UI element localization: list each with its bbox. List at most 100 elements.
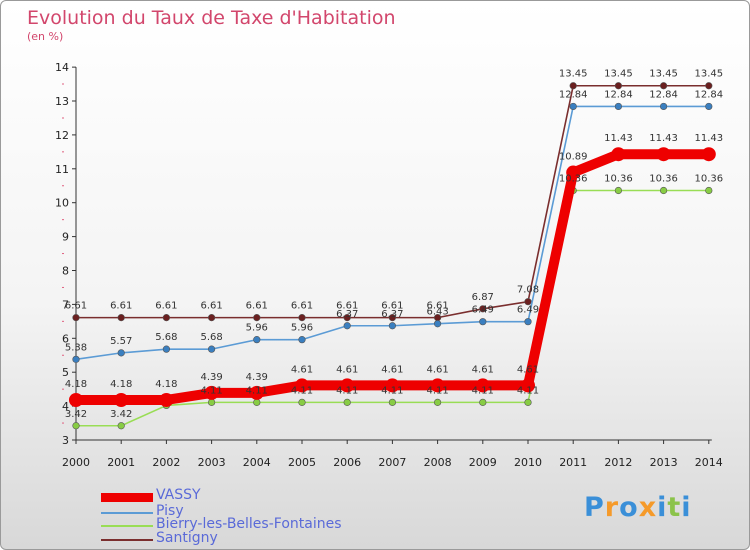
data-label: 13.45 (559, 69, 588, 80)
data-point (249, 385, 264, 400)
x-tick-label: 2007 (378, 456, 406, 469)
data-label: 4.11 (472, 385, 494, 396)
data-point (479, 305, 487, 313)
data-point (388, 398, 397, 406)
data-label: 6.61 (65, 301, 87, 312)
x-tick-label: 2004 (243, 456, 271, 469)
legend-label-vassy: VASSY (156, 487, 201, 503)
legend-swatch-vassy (101, 493, 153, 502)
chart-unit-label: (en %) (27, 30, 64, 43)
logo-letter: i (657, 492, 668, 523)
data-label: 3.42 (65, 409, 87, 420)
x-tick-label: 2008 (424, 456, 452, 469)
y-tick-label: 3 (62, 434, 69, 447)
data-point (569, 102, 577, 111)
x-tick-label: 2013 (650, 456, 678, 469)
data-label: 4.18 (65, 379, 87, 390)
data-label: 6.49 (472, 305, 494, 316)
series-line-pisy (75, 105, 709, 361)
data-label: 12.84 (559, 89, 588, 100)
data-label: 4.11 (426, 385, 448, 396)
y-tick-label: 12 (55, 129, 69, 142)
data-point (434, 320, 442, 328)
data-label: 4.61 (426, 364, 448, 375)
x-tick-label: 2001 (107, 456, 135, 469)
data-label: 10.36 (559, 173, 588, 184)
logo-letter: x (638, 492, 658, 523)
y-tick-label: 11 (55, 163, 69, 176)
data-point (298, 336, 306, 344)
data-point (614, 102, 623, 111)
data-point (117, 422, 125, 430)
data-label: 6.61 (291, 301, 313, 312)
data-label: 10.36 (649, 173, 678, 184)
x-tick-label: 2002 (152, 456, 180, 469)
data-point (295, 378, 309, 393)
data-label: 4.11 (246, 385, 268, 396)
data-point (566, 165, 581, 180)
data-label: 4.11 (291, 385, 313, 396)
data-label: 5.68 (155, 332, 177, 343)
data-point (208, 345, 216, 353)
data-point (388, 314, 397, 322)
data-point (659, 82, 668, 90)
y-tick-label: 14 (55, 61, 69, 74)
y-tick-label: 6 (62, 332, 69, 345)
data-label: 4.61 (472, 364, 494, 375)
data-label: 11.43 (604, 133, 633, 144)
data-label: 4.61 (381, 364, 403, 375)
data-label: 4.18 (110, 379, 132, 390)
data-label: 5.68 (200, 332, 222, 343)
data-point (117, 314, 125, 322)
data-point (343, 322, 351, 330)
legend-label-santigny: Santigny (156, 530, 218, 546)
data-point (208, 314, 216, 322)
data-point (204, 385, 219, 400)
data-label: 6.37 (381, 309, 403, 320)
data-point (705, 186, 713, 195)
data-label: 10.89 (559, 152, 588, 163)
x-tick-label: 2012 (604, 456, 632, 469)
data-point (705, 82, 713, 90)
data-point (659, 186, 668, 195)
logo-letter: o (619, 492, 639, 523)
data-label: 4.11 (381, 385, 403, 396)
data-label: 4.61 (291, 364, 313, 375)
data-point (343, 398, 351, 406)
x-tick-label: 2000 (62, 456, 90, 469)
data-label: 13.45 (604, 69, 633, 80)
data-label: 6.61 (200, 301, 222, 312)
data-label: 5.96 (291, 323, 313, 334)
data-label: 11.43 (694, 133, 723, 144)
data-point (524, 398, 532, 406)
data-point (614, 186, 623, 195)
data-point (569, 82, 577, 90)
y-tick-label: 10 (55, 197, 69, 210)
data-label: 5.38 (65, 342, 87, 353)
legend-label-bierry: Bierry-les-Belles-Fontaines (156, 516, 342, 532)
data-point (253, 398, 261, 406)
legend-swatch-pisy (101, 512, 153, 514)
y-tick-label: 7 (62, 298, 69, 311)
data-label: 4.39 (246, 372, 268, 383)
data-point (298, 398, 306, 406)
data-label: 5.96 (246, 323, 268, 334)
logo-letter: r (604, 492, 620, 523)
data-point (521, 378, 535, 393)
data-point (479, 398, 487, 406)
data-point (72, 314, 80, 322)
logo-letter: i (681, 492, 692, 523)
data-point (475, 378, 490, 393)
data-point (479, 318, 487, 326)
data-point (72, 355, 80, 363)
data-label: 13.45 (694, 69, 723, 80)
y-tick-label: 9 (62, 231, 69, 244)
x-tick-label: 2006 (333, 456, 361, 469)
legend-label-pisy: Pisy (156, 503, 184, 519)
series-line-santigny (76, 84, 709, 319)
data-point (162, 345, 170, 353)
data-label: 3.42 (110, 409, 132, 420)
data-label: 11.43 (649, 133, 678, 144)
data-point (253, 336, 261, 344)
